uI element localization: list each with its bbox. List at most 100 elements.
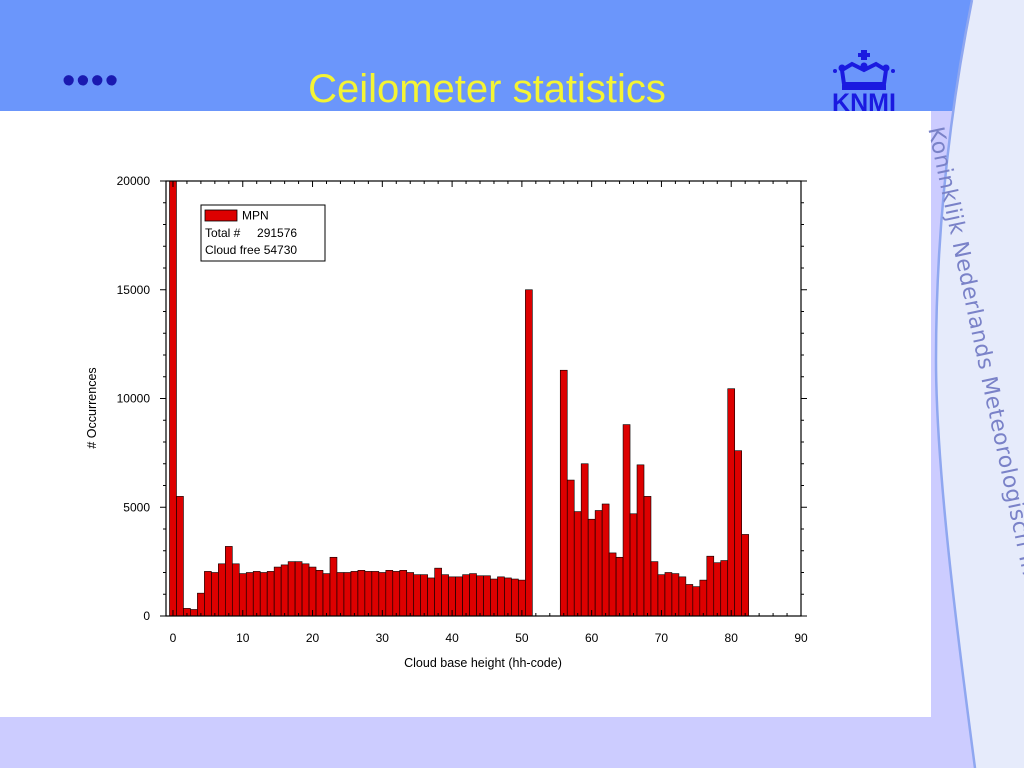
bar-63	[608, 552, 617, 617]
x-tick-label-70: 70	[655, 631, 669, 645]
y-tick-label-0: 0	[143, 609, 150, 623]
y-axis-label: # Occurrences	[85, 367, 99, 448]
bar-48	[504, 577, 512, 617]
knmi-logo-text: KNMI	[832, 89, 896, 112]
bar-38	[434, 567, 442, 617]
bar-3	[190, 609, 198, 617]
bar-9	[231, 563, 240, 617]
x-tick-label-50: 50	[515, 631, 529, 645]
bar-14	[266, 571, 275, 617]
bar-44	[476, 575, 484, 617]
bar-76	[699, 579, 708, 617]
side-strip-curve	[934, 0, 977, 768]
bar-6	[211, 572, 219, 617]
bar-56	[559, 369, 568, 617]
bar-70	[657, 574, 666, 617]
bar-15	[273, 566, 282, 617]
bar-13	[259, 572, 268, 617]
bar-29	[371, 571, 380, 617]
bar-0	[169, 180, 177, 617]
bar-79	[720, 560, 729, 617]
bar-59	[580, 463, 589, 617]
bar-36	[420, 574, 428, 617]
bar-1	[176, 496, 184, 617]
bar-47	[497, 576, 505, 617]
x-tick-label-80: 80	[725, 631, 739, 645]
bar-58	[573, 511, 582, 617]
bar-69	[650, 561, 659, 617]
bar-71	[664, 572, 673, 617]
y-tick-label-15000: 15000	[117, 283, 151, 297]
x-tick-label-30: 30	[376, 631, 390, 645]
bar-43	[469, 573, 477, 617]
bar-34	[406, 572, 415, 617]
bar-16	[280, 564, 289, 617]
y-tick-label-5000: 5000	[123, 500, 150, 514]
bar-74	[685, 584, 694, 617]
bar-31	[385, 570, 394, 617]
bar-20	[308, 566, 317, 617]
bar-28	[364, 571, 373, 617]
legend-cloudfree-line: Cloud free 54730	[205, 243, 297, 257]
x-tick-label-90: 90	[794, 631, 808, 645]
legend-series-name: MPN	[242, 209, 269, 223]
plot-frame	[165, 180, 802, 617]
bar-19	[301, 563, 310, 617]
bar-75	[692, 586, 701, 617]
x-tick-label-40: 40	[445, 631, 459, 645]
bar-39	[441, 574, 449, 617]
bar-24	[336, 572, 345, 617]
bar-68	[643, 496, 652, 617]
bar-45	[483, 575, 491, 617]
bar-33	[399, 570, 408, 617]
bar-30	[378, 572, 387, 617]
bar-73	[678, 576, 687, 617]
bar-49	[511, 578, 519, 617]
bar-41	[455, 576, 463, 617]
slide-bullet: ••••	[62, 60, 120, 102]
bar-46	[490, 578, 498, 617]
legend-box	[200, 204, 326, 262]
bar-5	[204, 571, 212, 617]
x-axis-label: Cloud base height (hh-code)	[404, 656, 562, 670]
bar-17	[287, 561, 296, 617]
legend-swatch	[204, 209, 238, 222]
bar-60	[587, 518, 596, 617]
bar-62	[601, 503, 610, 617]
x-tick-label-20: 20	[306, 631, 320, 645]
legend: MPN Total # 291576 Cloud free 54730	[200, 204, 326, 262]
bar-25	[343, 572, 352, 617]
bar-80	[727, 388, 736, 617]
slide-title: Ceilometer statistics	[308, 67, 666, 111]
bar-35	[413, 574, 422, 617]
bar-51	[525, 289, 533, 617]
bar-61	[594, 510, 603, 617]
bar-72	[671, 573, 680, 617]
bar-23	[329, 556, 338, 617]
bar-12	[252, 571, 261, 617]
y-tick-label-20000: 20000	[117, 174, 151, 188]
bar-37	[427, 577, 435, 617]
top-band	[0, 0, 1024, 111]
legend-total-line: Total # 291576	[205, 226, 297, 240]
side-strip	[936, 0, 1024, 768]
bar-57	[566, 479, 575, 617]
bar-18	[294, 561, 303, 617]
bar-11	[245, 572, 254, 617]
y-tick-label-10000: 10000	[117, 392, 151, 406]
bar-10	[238, 573, 247, 617]
bar-66	[629, 513, 638, 617]
bar-64	[615, 556, 624, 617]
bar-67	[636, 464, 645, 617]
bar-78	[713, 562, 722, 617]
bar-21	[315, 570, 324, 617]
bar-4	[197, 592, 205, 617]
bar-7	[218, 563, 226, 617]
bar-77	[706, 555, 715, 617]
bar-65	[622, 424, 631, 617]
bar-42	[462, 574, 470, 617]
bar-81	[734, 450, 742, 617]
bar-22	[322, 573, 331, 617]
bar-8	[225, 546, 233, 617]
